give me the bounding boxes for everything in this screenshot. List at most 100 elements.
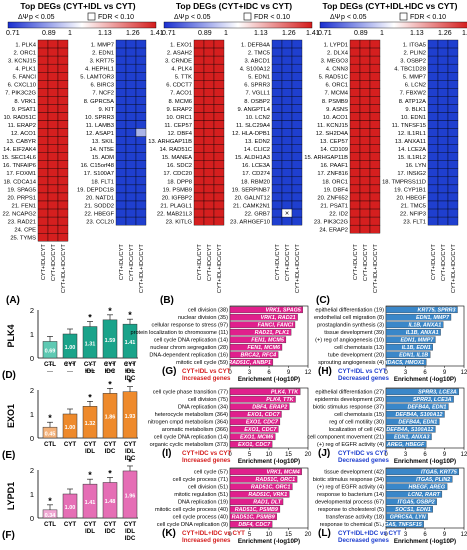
heatmap-cell-down	[271, 55, 283, 65]
scale-tick: 1.41	[150, 30, 164, 37]
down-gene-label: 6. SPRR3	[244, 83, 270, 89]
up-gene-label: 7. ACO1	[170, 91, 192, 97]
enrichment-bar	[385, 433, 432, 441]
x-tick-label: IDC	[105, 448, 116, 455]
gene-annotation: ITGA5, TNFSF15	[379, 522, 422, 528]
heatmap-cell-down	[271, 88, 283, 97]
heatmap-cell-up	[359, 55, 371, 65]
down-gene-label: 5. MMP7	[403, 75, 426, 81]
down-gene-label: 2. TMC5	[248, 50, 270, 56]
down-gene-label: 4. S100A12	[240, 67, 270, 73]
enrichment-bar	[385, 440, 427, 448]
heatmap-cell-up	[37, 88, 49, 97]
up-gene-label: 6. ORC1	[325, 83, 348, 89]
heatmap-cell-down	[135, 80, 147, 89]
heatmap-cell-up	[57, 63, 69, 73]
enrichment-chart-(K): cell cycle (57) VRK1, MCM4 cell cycle proc…	[155, 467, 312, 545]
heatmap-cell-down	[281, 216, 293, 226]
x-tick-label: CYT	[104, 521, 117, 528]
heatmap-cell-down	[271, 192, 283, 202]
heatmap-cell-up	[369, 200, 381, 210]
heatmap-cell-down	[291, 112, 303, 121]
heatmap-cell-up	[349, 55, 361, 65]
heatmap-cell-up	[37, 80, 49, 89]
significance-star: *	[88, 392, 92, 402]
heatmap-cell-down	[291, 104, 303, 113]
direction-caption: Decreased genes	[338, 537, 389, 544]
heatmap-cell-up	[359, 136, 371, 145]
enrichment-bar	[229, 475, 298, 483]
enrichment-bar	[229, 505, 281, 513]
heatmap-cell-up	[57, 160, 69, 169]
x-tick-label: 9	[443, 532, 447, 538]
up-gene-label: 11. ERAP2	[8, 123, 36, 129]
bar	[122, 323, 138, 359]
x-tick-label: 10	[266, 532, 273, 538]
y-tick-label: 1	[30, 490, 34, 499]
heatmap-cell-down	[291, 168, 303, 178]
heatmap-cell-up	[369, 224, 381, 234]
heatmap-cell-down	[135, 112, 147, 121]
gene-annotation: IL1B, ANXA1	[408, 323, 441, 329]
legend-p-label: p < 0.05	[185, 14, 211, 21]
down-gene-label: 3. OSBP2	[400, 59, 426, 65]
heatmap-cell-up	[57, 112, 69, 121]
heatmap-cell-up	[359, 47, 371, 57]
down-gene-label: 10. EDN1	[401, 115, 426, 121]
heatmap-cell-down	[125, 39, 137, 49]
bar-value-label: 1.00	[65, 345, 76, 351]
up-gene-label: 12. SH2D4A	[316, 131, 348, 137]
heatmap-cell-up	[359, 63, 371, 73]
down-gene-label: 9. KIT	[99, 107, 115, 113]
down-gene-label: 2. PLIN2	[403, 50, 426, 56]
x-tick-label: CYT	[124, 441, 137, 448]
enrichment-bar	[385, 358, 427, 366]
down-gene-label: 17. CD274	[242, 171, 270, 177]
term-label: heterocycle metabolism (364)	[155, 412, 229, 418]
heatmap-cell-up	[213, 120, 225, 129]
enrichment-bar	[385, 321, 444, 329]
heatmap-cell-down	[437, 88, 449, 97]
heatmap-cell-up	[193, 216, 205, 226]
panel-label: (D)	[2, 370, 16, 381]
heatmap-cell-down	[135, 192, 147, 202]
heatmap-cell-down	[437, 112, 449, 121]
heatmap-cell-down	[427, 200, 439, 210]
heatmap-cell-down	[281, 200, 293, 210]
heatmap-cell-down	[437, 160, 449, 169]
heatmap-cell-up	[57, 55, 69, 65]
down-gene-label: 4. TBC1D28	[394, 67, 426, 73]
heatmap-cell-down	[281, 160, 293, 169]
heatmap-cell-down	[115, 160, 127, 169]
heatmap-cell-down	[291, 152, 303, 161]
heatmap-cell-up	[47, 184, 59, 194]
term-label: biotic stimulus response (37)	[313, 405, 384, 411]
heatmap-cell-up	[213, 168, 225, 178]
heatmap-cell-up	[213, 39, 225, 49]
heatmap-cell-down	[115, 144, 127, 153]
heatmap-cell-down	[447, 112, 459, 121]
heatmap-cell-down	[447, 39, 459, 49]
term-label: biotic stimulus response (34)	[313, 477, 384, 483]
heatmap-cell-up	[369, 80, 381, 89]
scale-tick: 1.13	[98, 30, 112, 37]
enrichment-bar	[229, 520, 273, 528]
heatmap-cell-up	[349, 144, 361, 153]
group-indicator: ---	[67, 369, 73, 375]
term-label: cell cycle process (40)	[173, 515, 228, 521]
heatmap-cell-up	[193, 55, 205, 65]
down-gene-label: 7. VGLL1	[246, 91, 271, 97]
heatmap-cell-down	[447, 168, 459, 178]
heatmap-cell-up	[369, 39, 381, 49]
heatmap-cell-down	[427, 136, 439, 145]
heatmap-cell-up	[369, 176, 381, 186]
enrichment-bar	[385, 468, 459, 476]
x-tick-label: 20	[305, 532, 312, 538]
up-gene-label: 21. PLAGL1	[160, 203, 192, 209]
heatmap-cell-down	[271, 152, 283, 161]
x-tick-label: IDL	[85, 368, 95, 375]
heatmap-cell-down	[437, 192, 449, 202]
enrichment-chart-(J): epithelial differentiation (27) SPRR3, LC…	[307, 387, 467, 465]
x-tick-label: 12	[461, 452, 467, 458]
down-gene-label: 13. EDN2	[245, 139, 270, 145]
